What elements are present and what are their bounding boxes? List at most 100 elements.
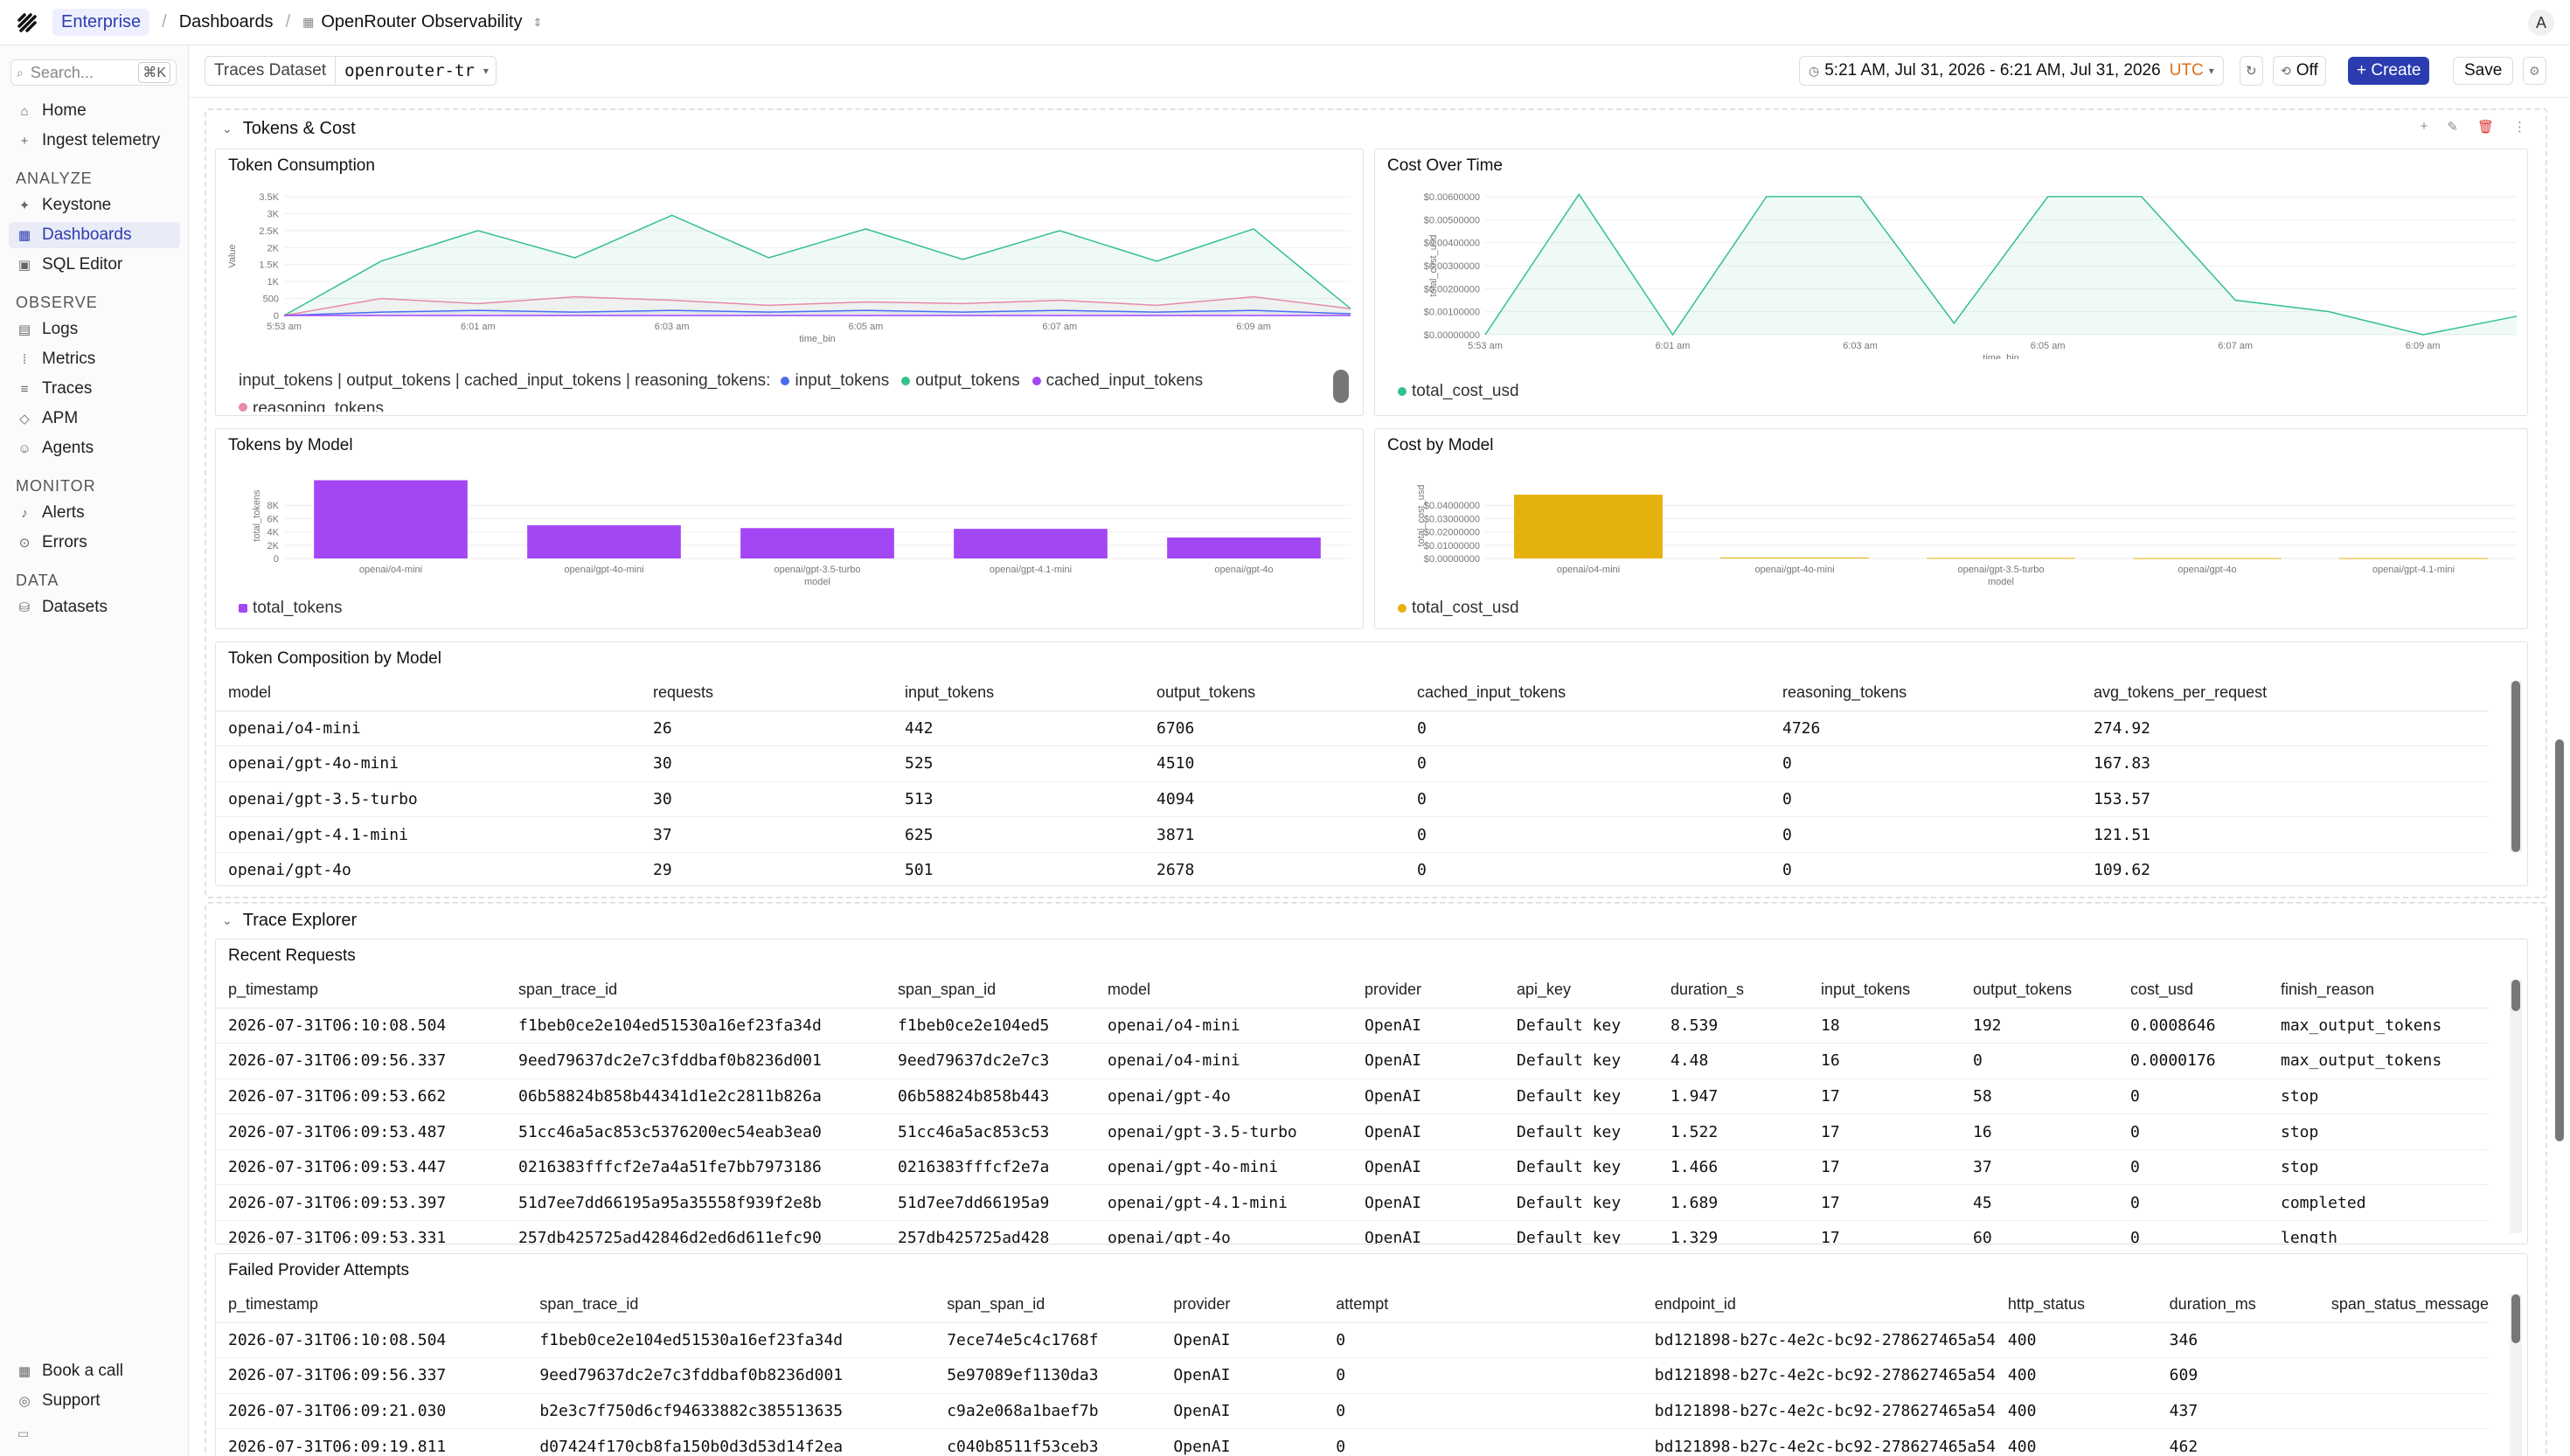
column-header[interactable]: span_trace_id <box>527 1287 935 1323</box>
panel-token-consumption: Token Consumption 0 500 1K 1.5K 2K 2.5K 3K 3.5K… <box>215 149 1364 416</box>
time-range-picker[interactable]: ◷ 5:21 AM, Jul 31, 2026 - 6:21 AM, Jul 3… <box>1799 56 2224 86</box>
column-header[interactable]: duration_ms <box>2157 1287 2319 1323</box>
table-row[interactable]: 2026-07-31T06:09:53.397 51d7ee7dd66195a95… <box>216 1184 2489 1222</box>
logo-icon[interactable] <box>14 10 40 36</box>
sidebar-item-sql-editor[interactable]: ▣ SQL Editor <box>9 252 180 278</box>
column-header[interactable]: http_status <box>1995 1287 2157 1323</box>
table-cell: 1.466 <box>1658 1149 1809 1186</box>
table-row[interactable]: 2026-07-31T06:09:19.811 d07424f170cb8fa15… <box>216 1428 2489 1456</box>
table-scrollbar[interactable] <box>2510 1294 2522 1456</box>
column-header[interactable]: output_tokens <box>1961 973 2118 1009</box>
table-cell: 2026-07-31T06:10:08.504 <box>216 1008 506 1044</box>
column-header[interactable]: cached_input_tokens <box>1405 676 1770 711</box>
column-header[interactable]: reasoning_tokens <box>1770 676 2081 711</box>
auto-refresh-icon: ⟲ <box>2281 63 2291 78</box>
sidebar-item-metrics[interactable]: ⦙ Metrics <box>9 346 180 372</box>
sidebar-item-alerts[interactable]: ♪ Alerts <box>9 500 180 526</box>
column-header[interactable]: finish_reason <box>2268 973 2489 1009</box>
column-header[interactable]: api_key <box>1504 973 1658 1009</box>
table-scrollbar[interactable] <box>2510 980 2522 1233</box>
breadcrumb-dashboards[interactable]: Dashboards <box>178 12 274 31</box>
add-icon[interactable]: + <box>2420 119 2428 134</box>
group-header[interactable]: ⌄ Tokens & Cost <box>222 119 356 139</box>
table-row[interactable]: openai/gpt-4o-mini 30 525 4510 0 0 167.83 <box>216 745 2489 782</box>
column-header[interactable]: provider <box>1161 1287 1324 1323</box>
sidebar-item-apm[interactable]: ◇ APM <box>9 406 180 432</box>
column-header[interactable]: input_tokens <box>893 676 1144 711</box>
column-header[interactable]: span_status_message <box>2318 1287 2489 1323</box>
table-row[interactable]: 2026-07-31T06:09:53.487 51cc46a5ac853c537… <box>216 1113 2489 1150</box>
column-header[interactable]: span_span_id <box>934 1287 1162 1323</box>
table-row[interactable]: 2026-07-31T06:09:53.331 257db425725ad4284… <box>216 1220 2489 1244</box>
table-row[interactable]: openai/gpt-3.5-turbo 30 513 4094 0 0 153.57 <box>216 781 2489 818</box>
sidebar-item-ingest[interactable]: + Ingest telemetry <box>9 128 180 154</box>
chevron-updown-icon[interactable]: ⇕ <box>532 15 543 29</box>
column-header[interactable]: span_trace_id <box>506 973 886 1009</box>
settings-icon[interactable]: ⚙ <box>2523 57 2546 85</box>
legend-scrollbar[interactable] <box>1333 370 1349 403</box>
sidebar-item-keystone[interactable]: ✦ Keystone <box>9 192 180 218</box>
column-header[interactable]: span_span_id <box>886 973 1095 1009</box>
column-header[interactable]: model <box>216 676 641 711</box>
collapse-sidebar-icon[interactable]: ▭ <box>17 1426 30 1440</box>
table-row[interactable]: 2026-07-31T06:09:56.337 9eed79637dc2e7c3f… <box>216 1357 2489 1394</box>
delete-icon[interactable]: 🗑 <box>2476 120 2494 135</box>
avatar[interactable]: A <box>2528 10 2554 36</box>
sidebar-item-dashboards[interactable]: ▦ Dashboards <box>9 222 180 248</box>
table-cell: 6706 <box>1144 711 1405 747</box>
sidebar-item-datasets[interactable]: ⛁ Datasets <box>9 594 180 621</box>
sidebar-item-book-call[interactable]: ▦ Book a call <box>9 1358 180 1384</box>
search-input[interactable]: ⌕ Search... ⌘K <box>10 59 177 86</box>
save-button[interactable]: Save <box>2453 57 2514 85</box>
sidebar-item-errors[interactable]: ⊙ Errors <box>9 530 180 556</box>
column-header[interactable]: requests <box>641 676 893 711</box>
table-scrollbar[interactable] <box>2510 681 2522 852</box>
edit-icon[interactable]: ✎ <box>2447 120 2458 135</box>
sidebar-item-support[interactable]: ◎ Support <box>9 1388 180 1414</box>
drag-handle-icon[interactable]: ⋮ <box>2513 120 2526 135</box>
table-row[interactable]: openai/gpt-4o 29 501 2678 0 0 109.62 <box>216 852 2489 885</box>
panel-tokens-by-model: Tokens by Model 0 2K 4K 6K 8K openai/o4-mini o… <box>215 428 1364 629</box>
column-header[interactable]: input_tokens <box>1809 973 1961 1009</box>
table-cell: 06b58824b858b443 <box>886 1078 1095 1115</box>
table-row[interactable]: 2026-07-31T06:09:56.337 9eed79637dc2e7c3f… <box>216 1043 2489 1079</box>
auto-refresh-toggle[interactable]: ⟲ Off <box>2273 56 2326 86</box>
sidebar-item-logs[interactable]: ▤ Logs <box>9 316 180 343</box>
table-row[interactable]: 2026-07-31T06:09:21.030 b2e3c7f750d6cf946… <box>216 1393 2489 1430</box>
column-header[interactable]: model <box>1095 973 1352 1009</box>
table-cell: 400 <box>1995 1428 2157 1456</box>
table-row[interactable]: 2026-07-31T06:10:08.504 f1beb0ce2e104ed51… <box>216 1008 2489 1044</box>
column-header[interactable]: attempt <box>1323 1287 1643 1323</box>
column-header[interactable]: avg_tokens_per_request <box>2081 676 2489 711</box>
sidebar-item-traces[interactable]: ≡ Traces <box>9 376 180 402</box>
table-cell: 0 <box>1770 816 2081 853</box>
org-switcher[interactable]: Enterprise <box>52 9 150 36</box>
column-header[interactable]: p_timestamp <box>216 973 506 1009</box>
breadcrumb-dashboard-name[interactable]: OpenRouter Observability <box>321 12 523 31</box>
table-cell: 17 <box>1809 1184 1961 1222</box>
sidebar-item-home[interactable]: ⌂ Home <box>9 98 180 124</box>
refresh-button[interactable]: ↻ <box>2240 56 2263 86</box>
column-header[interactable]: duration_s <box>1658 973 1809 1009</box>
series-line <box>283 214 1351 316</box>
create-button[interactable]: + Create <box>2348 57 2430 85</box>
column-header[interactable]: provider <box>1352 973 1504 1009</box>
page-scrollbar[interactable] <box>2553 98 2567 1453</box>
table-row[interactable]: 2026-07-31T06:09:53.662 06b58824b858b4434… <box>216 1078 2489 1115</box>
table-cell: 26 <box>641 711 893 747</box>
column-header[interactable]: cost_usd <box>2118 973 2268 1009</box>
column-header[interactable]: endpoint_id <box>1642 1287 1996 1323</box>
search-shortcut: ⌘K <box>138 62 170 83</box>
column-header[interactable]: output_tokens <box>1144 676 1405 711</box>
chevron-down-icon: ⌄ <box>222 121 233 135</box>
table-row[interactable]: 2026-07-31T06:09:53.447 0216383fffcf2e7a4… <box>216 1149 2489 1186</box>
dataset-selector[interactable]: Traces Dataset openrouter-tr ▾ <box>205 56 497 86</box>
group-header[interactable]: ⌄ Trace Explorer <box>222 911 357 931</box>
column-header[interactable]: p_timestamp <box>216 1287 528 1323</box>
table-row[interactable]: 2026-07-31T06:10:08.504 f1beb0ce2e104ed51… <box>216 1322 2489 1359</box>
sidebar-item-agents[interactable]: ☺ Agents <box>9 435 180 461</box>
table-row[interactable]: openai/gpt-4.1-mini 37 625 3871 0 0 121.51 <box>216 816 2489 853</box>
table-cell: openai/gpt-4o-mini <box>216 745 641 782</box>
table-row[interactable]: openai/o4-mini 26 442 6706 0 4726 274.92 <box>216 711 2489 747</box>
table-cell: f1beb0ce2e104ed5 <box>886 1008 1095 1044</box>
